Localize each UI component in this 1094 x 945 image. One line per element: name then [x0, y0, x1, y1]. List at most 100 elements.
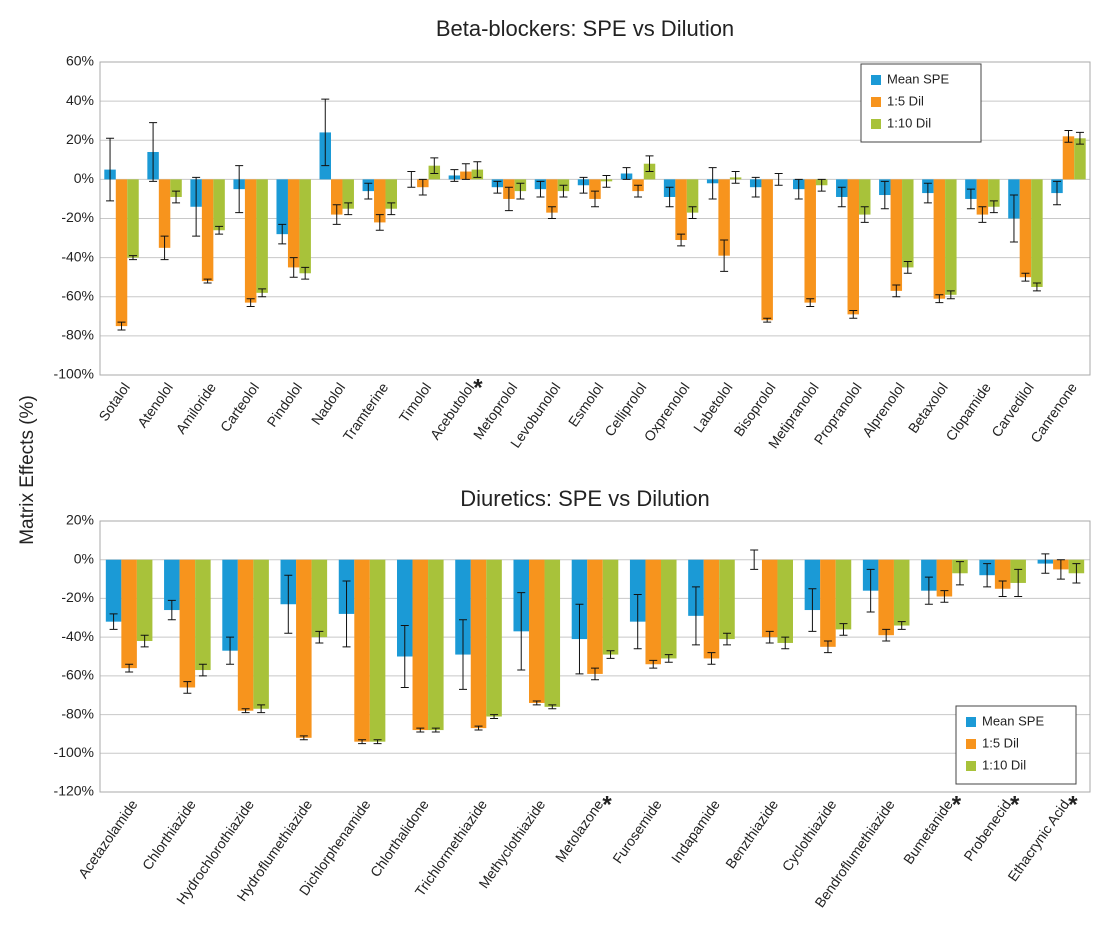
- x-tick-label: Amiloride: [173, 379, 220, 436]
- error-bar: [774, 173, 783, 186]
- error-bar: [430, 157, 439, 175]
- bar: [412, 559, 429, 731]
- error-bar: [407, 171, 416, 188]
- error-bar: [1009, 194, 1018, 243]
- legend-label: Mean SPE: [887, 71, 949, 86]
- error-bar: [332, 204, 341, 225]
- bar: [222, 559, 238, 651]
- error-bar: [1053, 180, 1061, 206]
- legend-label: Mean SPE: [982, 713, 1044, 728]
- error-bar: [183, 681, 192, 694]
- error-bar: [808, 588, 817, 632]
- error-bar: [903, 261, 912, 274]
- error-bar: [257, 704, 266, 714]
- legend-swatch: [966, 717, 976, 727]
- bar: [804, 559, 821, 611]
- error-bar: [781, 636, 790, 650]
- annotation: *: [473, 374, 483, 401]
- annotation: *: [1010, 791, 1020, 818]
- bar: [686, 179, 699, 213]
- chart-title: Diuretics: SPE vs Dilution: [460, 486, 709, 511]
- bar: [195, 559, 211, 671]
- legend-swatch: [966, 739, 976, 749]
- error-bar: [215, 225, 224, 235]
- error-bar: [645, 155, 654, 173]
- error-bar: [536, 180, 545, 198]
- x-tick-label: Esmolol: [565, 380, 607, 430]
- error-bar: [203, 278, 212, 284]
- bar: [587, 559, 603, 674]
- error-bar: [602, 174, 611, 188]
- error-bar: [493, 180, 502, 194]
- bar: [244, 179, 257, 303]
- error-bar: [817, 178, 826, 192]
- x-tick-label: Nadolol: [308, 380, 348, 428]
- legend-label: 1:10 Dil: [887, 115, 931, 130]
- legend-label: 1:5 Dil: [887, 93, 924, 108]
- bar: [703, 559, 720, 659]
- bar: [486, 559, 502, 717]
- error-bar: [649, 659, 658, 669]
- error-bar: [720, 239, 729, 272]
- y-tick-label: -120%: [54, 783, 94, 799]
- bar: [470, 559, 487, 729]
- error-bar: [416, 727, 425, 733]
- error-bar: [806, 298, 815, 308]
- y-tick-label: -80%: [61, 327, 94, 343]
- error-bar: [1014, 568, 1023, 597]
- bar: [893, 559, 910, 626]
- error-bar: [731, 171, 740, 184]
- y-axis-label: Matrix Effects (%): [17, 395, 38, 545]
- bar: [287, 179, 300, 268]
- error-bar: [301, 266, 310, 280]
- x-tick-label: Alprenolol: [859, 380, 908, 440]
- y-tick-label: 20%: [66, 131, 94, 147]
- error-bar: [940, 590, 949, 603]
- error-bar: [299, 735, 308, 741]
- error-bar: [450, 169, 459, 182]
- bar: [933, 179, 946, 299]
- error-bar: [946, 290, 955, 300]
- error-bar: [839, 623, 848, 636]
- error-bar: [342, 580, 351, 648]
- error-bar: [923, 182, 932, 204]
- legend-swatch: [871, 119, 881, 129]
- error-bar: [490, 714, 499, 719]
- error-bar: [998, 580, 1007, 597]
- error-bar: [547, 206, 556, 219]
- error-bar: [125, 663, 134, 673]
- bar: [331, 179, 343, 215]
- y-tick-label: 0%: [74, 170, 94, 186]
- x-tick-label: Timolol: [396, 380, 435, 426]
- error-bar: [955, 561, 964, 586]
- error-bar: [1032, 282, 1041, 292]
- bar: [115, 179, 128, 327]
- bar: [976, 179, 989, 215]
- x-tick-label: Metolazone: [552, 797, 607, 866]
- error-bar: [459, 619, 467, 690]
- error-bar: [823, 640, 832, 654]
- bar: [385, 179, 397, 209]
- bar: [374, 179, 386, 223]
- plot-frame: [99, 520, 1091, 793]
- error-bar: [591, 190, 599, 208]
- error-bar: [849, 309, 858, 319]
- x-tick-label: Betaxolol: [905, 380, 951, 436]
- error-bar: [1041, 553, 1050, 574]
- error-bar: [606, 650, 615, 659]
- error-bar: [192, 176, 201, 237]
- error-bar: [708, 167, 717, 200]
- y-tick-label: -40%: [61, 248, 94, 264]
- error-bar: [284, 574, 293, 634]
- bar: [675, 179, 687, 241]
- error-bar: [321, 98, 330, 167]
- error-bar: [315, 630, 324, 644]
- error-bar: [837, 186, 846, 208]
- bar: [921, 559, 937, 591]
- error-bar: [860, 206, 869, 223]
- bar: [820, 559, 836, 647]
- bar: [661, 559, 677, 659]
- x-tick-label: Labetolol: [690, 380, 736, 436]
- error-bar: [1075, 131, 1084, 145]
- error-bar: [418, 178, 427, 196]
